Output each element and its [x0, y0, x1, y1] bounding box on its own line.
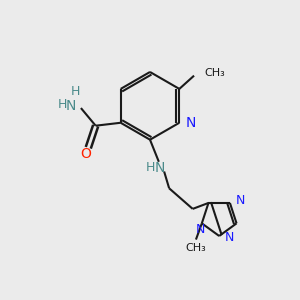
Text: N: N	[65, 99, 76, 113]
Text: H: H	[71, 85, 80, 98]
Text: N: N	[186, 116, 196, 130]
Text: N: N	[225, 231, 235, 244]
Text: N: N	[155, 161, 166, 175]
Text: H: H	[146, 161, 155, 174]
Text: CH₃: CH₃	[204, 68, 225, 78]
Text: H: H	[57, 98, 67, 111]
Text: N: N	[236, 194, 245, 207]
Text: CH₃: CH₃	[186, 243, 206, 253]
Text: O: O	[80, 147, 92, 161]
Text: N: N	[196, 223, 205, 236]
